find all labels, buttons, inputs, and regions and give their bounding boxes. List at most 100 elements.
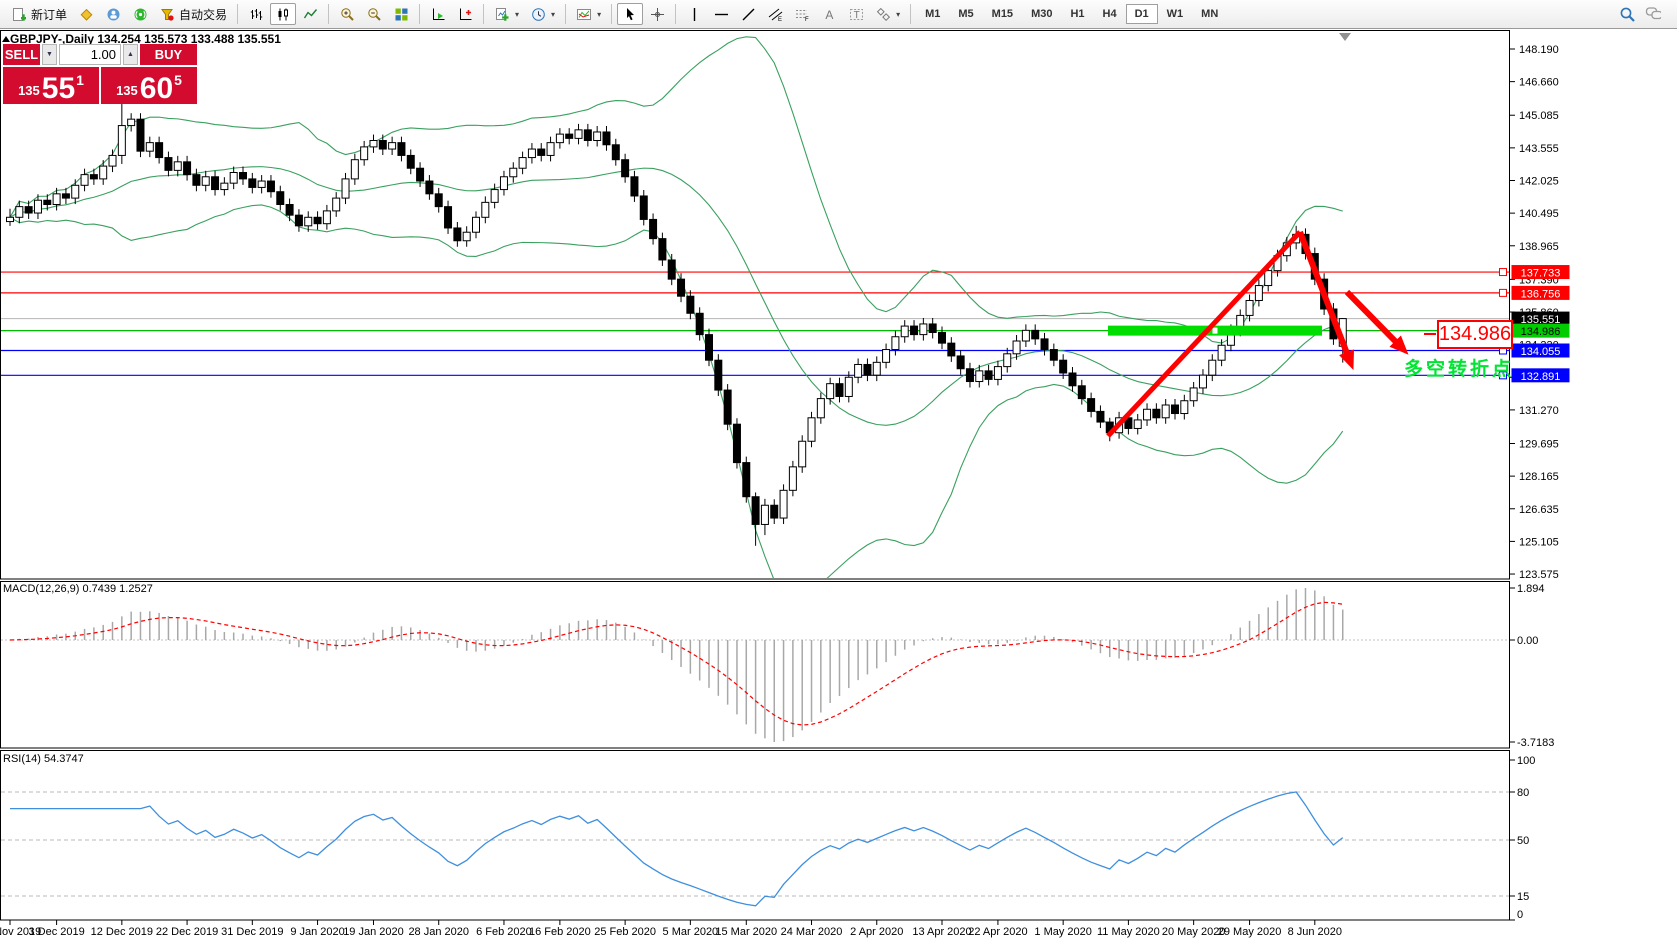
svg-text:135.551: 135.551 [1521,314,1561,326]
svg-text:142.025: 142.025 [1519,175,1559,187]
svg-text:0: 0 [1517,909,1523,921]
svg-text:12 Dec 2019: 12 Dec 2019 [91,926,153,938]
new-order-label: 新订单 [31,7,68,22]
volume-down-button[interactable]: ▼ [42,44,57,65]
svg-text:146.660: 146.660 [1519,77,1559,89]
rsi-label: RSI(14) 54.3747 [3,753,84,765]
volume-up-button[interactable]: ▲ [123,44,138,65]
bid-price[interactable]: 135 55 1 [3,67,99,104]
toolbar-separator [237,4,239,24]
timeframe-M15[interactable]: M15 [991,8,1014,20]
cursor-button[interactable] [617,3,644,25]
annotation-note[interactable]: 多空转折点 [1404,359,1515,380]
line-chart-button[interactable] [297,3,323,25]
timeframe-M30[interactable]: M30 [1031,8,1053,20]
svg-text:136.756: 136.756 [1521,288,1561,300]
text-label-icon: T [848,6,864,22]
ask-pip-digit: 5 [174,72,182,88]
signals-icon [132,6,148,22]
favorites-icon [78,6,94,22]
bar-chart-button[interactable] [243,3,269,25]
ohlc-bars-icon [248,6,264,22]
svg-text:25 Feb 2020: 25 Feb 2020 [594,926,656,938]
one-click-toggle[interactable] [2,36,10,42]
toolbar-separator [675,4,677,24]
timeframe-bar: M1 M5 M15 M30 H1 H4 D1 W1 MN [916,4,1227,24]
zoom-out-icon [366,6,382,22]
svg-text:-3.7183: -3.7183 [1517,737,1554,749]
crosshair-icon [649,6,665,22]
equidistant-channel-button[interactable]: E [762,3,788,25]
svg-text:F: F [805,17,809,22]
chart-shift-button[interactable] [452,3,478,25]
svg-text:A: A [825,8,833,22]
chat-icon[interactable] [1645,6,1661,22]
text-button[interactable]: A [816,3,842,25]
svg-text:126.635: 126.635 [1519,504,1559,516]
chart-shift-icon [457,6,473,22]
auto-scroll-icon [430,6,446,22]
svg-text:100: 100 [1517,755,1535,767]
text-a-icon: A [821,6,837,22]
timeframe-D1[interactable]: D1 [1125,4,1158,24]
cursor-icon [622,6,638,22]
vertical-line-button[interactable] [681,3,707,25]
timeframe-MN[interactable]: MN [1201,8,1219,20]
timeframe-H4[interactable]: H4 [1102,8,1117,20]
shapes-icon [875,6,891,22]
community-button[interactable] [100,3,126,25]
crosshair-button[interactable] [644,3,670,25]
new-order-icon [11,6,27,22]
bid-big-digits: 55 [41,72,76,105]
arrows-button[interactable]: ▾ [870,3,905,25]
svg-text:8 Jun 2020: 8 Jun 2020 [1288,926,1342,938]
svg-text:129.695: 129.695 [1519,438,1559,450]
text-label-button[interactable]: T [843,3,869,25]
candlestick-chart-button[interactable] [270,3,297,25]
search-icon[interactable] [1619,6,1635,22]
svg-text:123.575: 123.575 [1519,569,1559,581]
autotrade-button[interactable]: 自动交易 [154,3,232,26]
zoom-in-button[interactable] [334,3,360,25]
fibonacci-icon: F [794,6,810,22]
svg-text:22 Dec 2019: 22 Dec 2019 [156,926,218,938]
main-toolbar: 新订单 自动交易 [0,0,1677,29]
bid-pip-digit: 1 [76,72,84,88]
horizontal-line-button[interactable] [708,3,734,25]
favorites-button[interactable] [73,3,99,25]
autotrade-icon [159,6,175,22]
fibonacci-button[interactable]: F [789,3,815,25]
ask-prefix: 135 [116,83,138,98]
new-chart-icon [494,6,510,22]
svg-text:0.00: 0.00 [1517,635,1538,647]
new-chart-button[interactable]: ▾ [489,3,524,25]
svg-text:31 Dec 2019: 31 Dec 2019 [221,926,283,938]
ask-price[interactable]: 135 60 5 [101,67,197,104]
zoom-out-button[interactable] [361,3,387,25]
svg-text:2 Apr 2020: 2 Apr 2020 [850,926,903,938]
timeframe-M1[interactable]: M1 [925,8,941,20]
toolbar-separator [565,4,567,24]
timeframe-M5[interactable]: M5 [958,8,974,20]
timeframe-H1[interactable]: H1 [1070,8,1085,20]
buy-button[interactable]: BUY [140,44,197,65]
svg-text:3 Dec 2019: 3 Dec 2019 [28,926,84,938]
timeframe-W1[interactable]: W1 [1166,8,1184,20]
autotrade-label: 自动交易 [179,7,228,22]
volume-input[interactable] [59,44,121,65]
sell-button[interactable]: SELL [3,44,40,65]
price-callout-label[interactable]: 134.986 [1424,320,1513,349]
new-order-button[interactable]: 新订单 [6,3,72,26]
svg-text:19 Jan 2020: 19 Jan 2020 [343,926,404,938]
auto-scroll-button[interactable] [425,3,451,25]
macd-label: MACD(12,26,9) 0.7439 1.2527 [3,583,153,595]
tile-windows-button[interactable] [388,3,414,25]
periods-button[interactable]: ▾ [525,3,560,25]
trendline-button[interactable] [735,3,761,25]
svg-text:T: T [853,10,859,21]
signals-button[interactable] [127,3,153,25]
tile-windows-icon [393,6,409,22]
indicators-button[interactable]: ▾ [571,3,606,25]
svg-text:15 Mar 2020: 15 Mar 2020 [715,926,777,938]
